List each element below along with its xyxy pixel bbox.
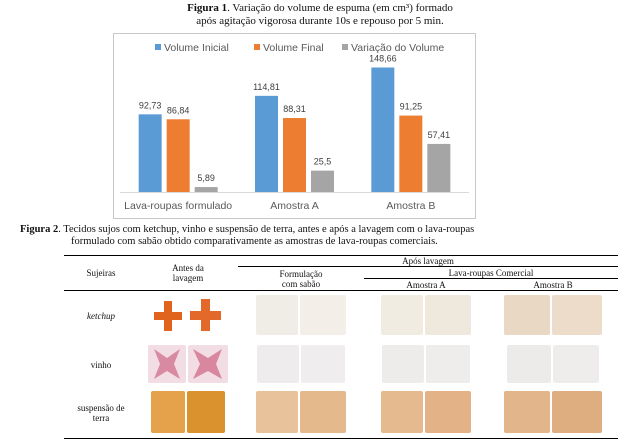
wine-swatch-2 — [188, 344, 229, 383]
fabric-swatch — [255, 294, 298, 335]
bar — [138, 114, 162, 192]
wine-stain-image — [153, 348, 180, 379]
fabric-swatch — [380, 294, 423, 335]
terra-formulacao-swatches — [238, 388, 364, 439]
data-label: 25,5 — [314, 157, 332, 167]
legend-label: Volume Inicial — [164, 42, 229, 54]
wine-swatch-1 — [147, 344, 186, 383]
ketchup-before-swatches — [138, 291, 238, 341]
fabric-swatch — [503, 391, 550, 434]
data-label: 91,25 — [400, 102, 423, 112]
fabric-swatch — [300, 391, 347, 434]
col-antes: Antes da lavagem — [138, 255, 238, 291]
ketchup-amostra-a-swatches — [364, 291, 488, 341]
foam-volume-chart: Volume Inicial Volume Final Variação do Vo… — [113, 33, 476, 219]
bar — [399, 115, 423, 192]
fabric-swatch — [503, 294, 550, 335]
x-tick-label: Amostra A — [270, 200, 318, 212]
fabric-swatch — [425, 294, 472, 335]
fabric-swatch — [552, 391, 603, 434]
ketchup-swatch-2 — [187, 295, 226, 334]
col-formulacao: Formulação com sabão — [238, 266, 364, 291]
figure2-caption: Figura 2. Tecidos sujos com ketchup, vin… — [20, 224, 620, 248]
row-label-vinho: vinho — [90, 359, 112, 370]
bar — [371, 67, 395, 192]
vinho-amostra-b-swatches — [488, 341, 618, 389]
terra-amostra-a-swatches — [364, 388, 488, 439]
figure1-caption: Figura 1. Variação do volume de espuma (… — [0, 2, 640, 28]
fabric-swatch — [256, 344, 299, 383]
bar — [166, 119, 190, 192]
table-row: vinho — [64, 341, 618, 389]
ketchup-amostra-b-swatches — [488, 291, 618, 341]
col-apos: Após lavagem — [238, 255, 618, 267]
bar — [194, 187, 218, 192]
ketchup-stain-image — [190, 298, 222, 331]
fabric-swatch — [380, 391, 423, 434]
col-amostra-a: Amostra A — [364, 278, 488, 291]
data-label: 57,41 — [428, 130, 451, 140]
data-label: 148,66 — [369, 53, 397, 63]
terra-amostra-b-swatches — [488, 388, 618, 439]
table-row: ketchup — [64, 291, 618, 341]
row-label-ketchup: ketchup — [87, 310, 115, 321]
data-label: 114,81 — [253, 82, 280, 92]
fabric-swatch — [553, 344, 600, 383]
figure1-caption-line1: . Variação do volume de espuma (em cm³) … — [227, 2, 453, 14]
data-label: 88,31 — [283, 104, 306, 114]
data-label: 5,89 — [197, 173, 215, 183]
table-row: suspensão de terra — [64, 388, 618, 439]
x-tick-label: Amostra B — [386, 200, 435, 212]
col-comercial: Lava-roupas Comercial — [364, 266, 618, 279]
fabric-swatch — [506, 344, 551, 383]
soil-swatch-2 — [187, 391, 226, 434]
vinho-amostra-a-swatches — [364, 341, 488, 389]
fabric-swatch — [425, 391, 472, 434]
fabric-swatch — [255, 391, 298, 434]
terra-before-swatches — [138, 388, 238, 439]
fabric-swatch — [426, 344, 471, 383]
legend-swatch — [342, 44, 348, 50]
bar — [255, 95, 278, 192]
vinho-formulacao-swatches — [238, 341, 364, 389]
ketchup-swatch-1 — [150, 297, 185, 334]
bar — [283, 118, 306, 192]
figure2-caption-line2: formulado com sabão obtido comparativame… — [71, 236, 438, 247]
figure2-caption-line1: . Tecidos sujos com ketchup, vinho e sus… — [58, 224, 475, 235]
legend-label: Variação do Volume — [351, 42, 444, 54]
fabric-swatch — [381, 344, 424, 383]
data-label: 92,73 — [139, 100, 162, 110]
bar — [427, 143, 451, 192]
fabric-swatch — [552, 294, 603, 335]
fabric-swatch — [300, 294, 347, 335]
figure1-label: Figura 1 — [187, 2, 228, 14]
legend-swatch — [254, 44, 260, 50]
figure1-caption-line2: após agitação vigorosa durante 10s e rep… — [196, 15, 444, 27]
fabric-results-table: Sujeiras Antes da lavagem Após lavagem F… — [64, 255, 618, 439]
wine-stain-image — [193, 348, 223, 379]
fabric-swatch — [301, 344, 346, 383]
soil-swatch-1 — [150, 391, 185, 434]
col-amostra-b: Amostra B — [488, 278, 618, 291]
col-sujeiras: Sujeiras — [64, 255, 138, 291]
legend-label: Volume Final — [263, 42, 324, 54]
ketchup-formulacao-swatches — [238, 291, 364, 341]
vinho-before-swatches — [138, 341, 238, 389]
bar — [311, 170, 334, 192]
data-label: 86,84 — [167, 105, 190, 115]
ketchup-stain-image — [153, 300, 182, 331]
figure2-label: Figura 2 — [20, 224, 59, 235]
x-tick-label: Lava-roupas formulado — [124, 200, 232, 212]
row-label-terra: suspensão de terra — [64, 388, 138, 439]
chart-canvas: Volume Inicial Volume Final Variação do Vo… — [120, 42, 469, 212]
legend-swatch — [155, 44, 161, 50]
